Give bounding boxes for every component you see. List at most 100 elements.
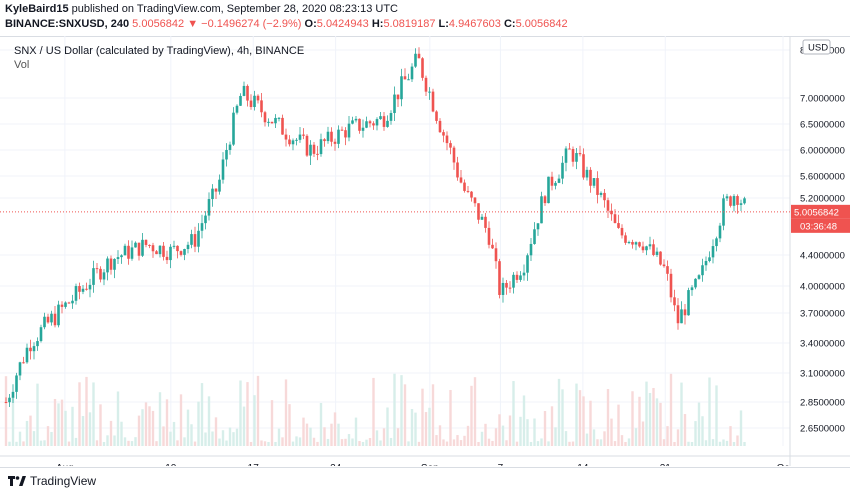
candle-body — [533, 229, 536, 244]
candle-body — [459, 177, 463, 183]
volume-bar — [393, 373, 396, 446]
y-tick-label: 7.0000000 — [800, 94, 845, 105]
candle-body — [32, 346, 36, 352]
candle-body — [225, 149, 228, 160]
candle-body — [361, 127, 365, 131]
volume-bar — [263, 441, 267, 446]
candle-body — [704, 261, 708, 266]
volume-bar — [158, 392, 162, 446]
candle-body — [214, 188, 218, 192]
volume-bar — [218, 438, 221, 446]
volume-bar — [578, 390, 582, 446]
candle-body — [249, 100, 253, 108]
candle-body — [158, 245, 162, 255]
author-name[interactable]: KyleBaird15 — [5, 3, 69, 15]
candle-body — [568, 148, 571, 150]
volume-bar — [456, 435, 459, 446]
volume-bar — [557, 378, 561, 446]
candle-body — [151, 245, 155, 252]
low-value: 4.9467603 — [448, 18, 501, 30]
candle-body — [312, 144, 316, 154]
volume-bar — [274, 441, 277, 446]
candle-body — [592, 178, 596, 186]
candle-body — [487, 227, 491, 245]
price-chart[interactable]: 8.00000007.00000006.50000006.00000005.60… — [0, 36, 850, 466]
candle-body — [176, 245, 179, 252]
x-tick-label: 10 — [165, 463, 177, 466]
candle-body — [375, 119, 379, 126]
candle-body — [270, 121, 274, 124]
volume-bar — [690, 441, 694, 446]
candle-body — [515, 274, 519, 280]
candle-body — [578, 153, 582, 155]
volume-bar — [729, 426, 732, 446]
volume-bar — [442, 439, 445, 446]
candle-body — [491, 244, 494, 249]
volume-bar — [165, 399, 169, 446]
volume-bar — [603, 431, 606, 446]
candle-body — [221, 159, 225, 180]
volume-bar — [148, 406, 151, 446]
candle-body — [204, 215, 207, 224]
volume-bar — [624, 441, 627, 446]
x-tick-label: 14 — [577, 463, 589, 466]
volume-bar — [718, 441, 722, 446]
candle-body — [319, 139, 323, 155]
low-label: L: — [438, 18, 449, 30]
volume-bar — [610, 418, 613, 446]
volume-bar — [46, 426, 50, 446]
volume-bar — [8, 441, 11, 446]
candle-body — [438, 120, 442, 133]
volume-bar — [627, 438, 631, 446]
candle-body — [449, 143, 452, 148]
y-tick-label: 4.4000000 — [800, 251, 845, 262]
volume-bar — [732, 441, 736, 446]
candle-body — [15, 375, 18, 392]
candle-body — [172, 245, 176, 247]
x-tick-label: 7 — [498, 463, 504, 466]
candle-body — [694, 278, 697, 288]
volume-bar — [459, 440, 463, 446]
candle-body — [305, 135, 309, 156]
volume-bar — [120, 421, 123, 446]
y-tick-label: 4.0000000 — [800, 282, 845, 293]
volume-bar — [344, 438, 347, 446]
candle-body — [281, 117, 284, 135]
volume-bar — [673, 441, 676, 446]
candle-body — [732, 196, 736, 206]
volume-bar — [512, 381, 515, 446]
candle-body — [218, 179, 221, 192]
candle-body — [554, 182, 557, 186]
volume-bar — [4, 376, 8, 446]
volume-bar — [701, 416, 704, 446]
close-label: C: — [503, 18, 516, 30]
volume-bar — [445, 441, 449, 446]
volume-bar — [43, 440, 46, 446]
candle-body — [428, 91, 431, 93]
volume-bar — [564, 431, 568, 446]
candle-body — [522, 272, 526, 276]
volume-bar — [382, 428, 386, 446]
candle-body — [211, 188, 214, 200]
candle-body — [267, 121, 270, 123]
volume-bar — [60, 399, 64, 446]
volume-bar — [130, 441, 134, 446]
volume-bar — [631, 391, 634, 446]
candle-body — [557, 178, 561, 183]
volume-bar — [242, 406, 246, 446]
candle-body — [309, 144, 312, 156]
volume-bar — [326, 438, 330, 446]
tradingview-footer[interactable]: TradingView — [8, 474, 96, 488]
candle-body — [113, 258, 116, 270]
candle-body — [235, 105, 239, 113]
candle-body — [613, 214, 617, 224]
volume-bar — [435, 435, 438, 446]
volume-bar — [67, 441, 71, 446]
volume-legend: Vol — [14, 59, 30, 71]
volume-bar — [652, 387, 655, 446]
volume-bar — [592, 429, 596, 446]
candle-body — [144, 239, 148, 245]
candle-body — [739, 203, 743, 205]
candle-body — [291, 140, 295, 145]
volume-bar — [680, 382, 683, 446]
